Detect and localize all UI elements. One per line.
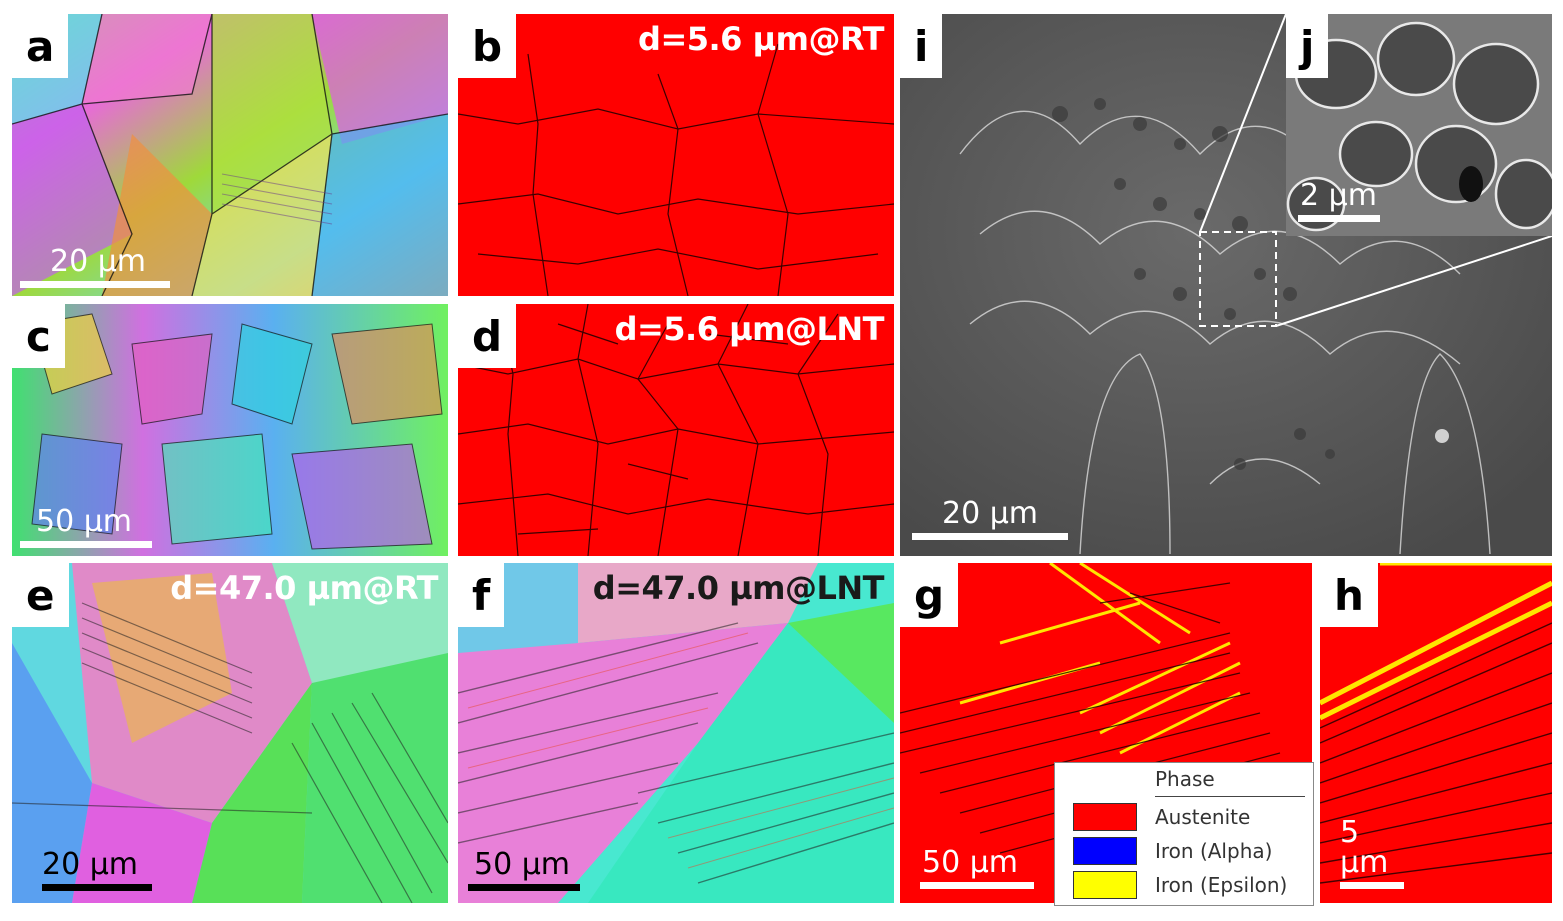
panel-g-letter: g xyxy=(900,563,959,627)
panel-e-condition-label: d=47.0 µm@RT xyxy=(170,569,438,607)
panel-d-condition-label: d=5.6 µm@LNT xyxy=(614,310,885,348)
panel-i-letter: i xyxy=(900,14,943,78)
legend-title: Phase xyxy=(1155,767,1215,791)
panel-j-sem-inset: j 2 µm xyxy=(1286,14,1552,236)
legend-label-austenite: Austenite xyxy=(1155,805,1251,829)
panel-f-scale-line xyxy=(468,884,580,891)
panel-h-scale-label: 5 µm xyxy=(1340,815,1389,880)
panel-f-ebsd-map: f d=47.0 µm@LNT 50 µm xyxy=(458,563,894,903)
panel-a-scale-label: 20 µm xyxy=(50,244,147,279)
legend-label-iron-epsilon: Iron (Epsilon) xyxy=(1155,873,1288,897)
panel-g-scale-bar: 50 µm xyxy=(920,848,1034,889)
panel-d-image xyxy=(458,304,894,556)
panel-d-phase-map: d d=5.6 µm@LNT xyxy=(458,304,894,556)
panel-h-scale-line xyxy=(1340,882,1404,889)
panel-a-scale-bar: 20 µm xyxy=(20,247,170,288)
panel-e-scale-label: 20 µm xyxy=(42,847,139,882)
panel-a-scale-line xyxy=(20,281,170,288)
phase-legend: Phase Austenite Iron (Alpha) Iron (Epsil… xyxy=(1054,762,1314,906)
panel-e-ebsd-map: e d=47.0 µm@RT 20 µm xyxy=(12,563,448,903)
panel-f-image xyxy=(458,563,894,903)
panel-e-scale-line xyxy=(42,884,152,891)
panel-j-scale-line xyxy=(1298,215,1380,222)
panel-a-letter: a xyxy=(12,14,69,78)
panel-c-scale-label: 50 µm xyxy=(36,504,133,539)
legend-swatch-austenite xyxy=(1073,803,1137,831)
panel-f-condition-label: d=47.0 µm@LNT xyxy=(592,569,885,607)
panel-a-ebsd-map: a 20 µm xyxy=(12,14,448,296)
panel-b-condition-label: d=5.6 µm@RT xyxy=(638,20,884,58)
panel-e-scale-bar: 20 µm xyxy=(42,850,152,891)
panel-e-letter: e xyxy=(12,563,69,627)
panel-c-ebsd-map: c 50 µm xyxy=(12,304,448,556)
panel-h-scale-bar: 5 µm xyxy=(1340,818,1404,889)
panel-e-image xyxy=(12,563,448,903)
panel-j-letter: j xyxy=(1286,14,1329,78)
panel-g-scale-line xyxy=(920,882,1034,889)
panel-h-phase-map: h 5 µm xyxy=(1320,563,1552,903)
panel-j-scale-label: 2 µm xyxy=(1300,178,1377,213)
panel-b-phase-map: b d=5.6 µm@RT xyxy=(458,14,894,296)
panel-c-letter: c xyxy=(12,304,65,368)
panel-j-image xyxy=(1286,14,1552,236)
panel-c-image xyxy=(12,304,448,556)
panel-f-scale-label: 50 µm xyxy=(474,847,571,882)
panel-f-letter: f xyxy=(458,563,505,627)
legend-label-iron-alpha: Iron (Alpha) xyxy=(1155,839,1273,863)
panel-d-letter: d xyxy=(458,304,517,368)
panel-h-letter: h xyxy=(1320,563,1378,627)
panel-g-scale-label: 50 µm xyxy=(922,845,1019,880)
legend-swatch-iron-epsilon xyxy=(1073,871,1137,899)
panel-a-image xyxy=(12,14,448,296)
panel-c-scale-bar: 50 µm xyxy=(20,507,152,548)
panel-f-scale-bar: 50 µm xyxy=(468,850,580,891)
panel-b-letter: b xyxy=(458,14,517,78)
panel-i-scale-label: 20 µm xyxy=(942,496,1039,531)
panel-j-scale-bar: 2 µm xyxy=(1298,181,1380,222)
panel-i-scale-line xyxy=(912,533,1068,540)
legend-swatch-iron-alpha xyxy=(1073,837,1137,865)
panel-b-image xyxy=(458,14,894,296)
panel-c-scale-line xyxy=(20,541,152,548)
panel-i-scale-bar: 20 µm xyxy=(912,499,1068,540)
legend-title-underline xyxy=(1155,796,1305,797)
